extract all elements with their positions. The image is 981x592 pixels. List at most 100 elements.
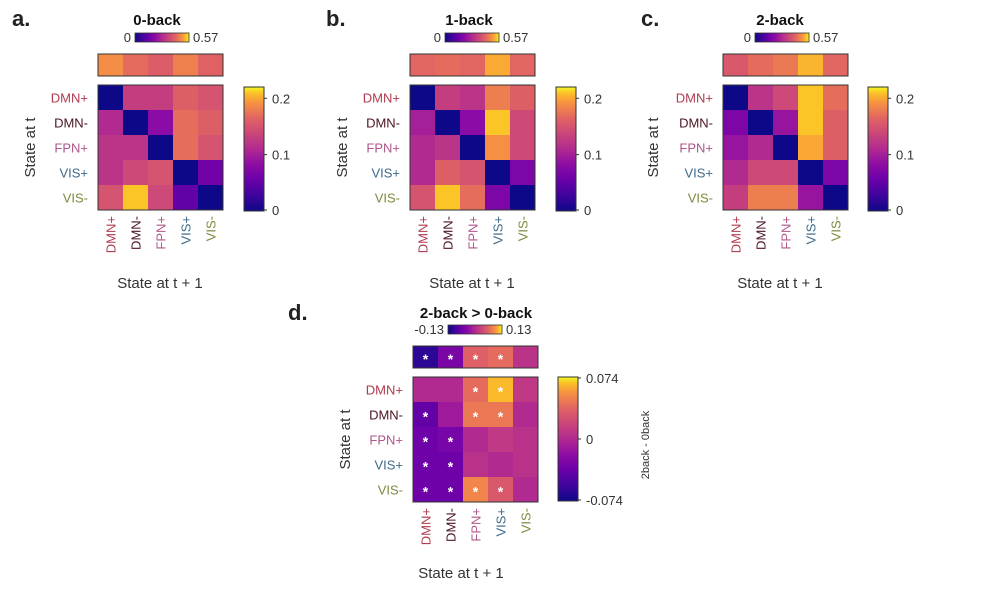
heatmap-cell <box>485 160 511 186</box>
row-label: DMN- <box>369 408 403 423</box>
top-bar-cell <box>488 346 513 368</box>
row-label: VIS- <box>378 483 403 498</box>
column-label: FPN+ <box>466 216 481 250</box>
x-axis-label: State at t + 1 <box>418 565 503 582</box>
heatmap-cell <box>798 110 824 136</box>
heatmap-cell <box>435 85 461 111</box>
panel-title: 2-back > 0-back <box>420 305 533 322</box>
column-label: DMN+ <box>416 216 431 253</box>
heatmap-cell <box>823 135 849 161</box>
column-label: DMN- <box>129 216 144 250</box>
heatmap-cell <box>463 452 489 478</box>
column-label: VIS+ <box>804 216 819 245</box>
panel-title: 0-back <box>133 12 181 29</box>
heatmap-cell <box>485 185 511 211</box>
heatmap-cell <box>410 85 436 111</box>
heatmap-cell <box>435 185 461 211</box>
top-bar-cell <box>513 346 538 368</box>
heatmap-cell <box>413 477 439 503</box>
heatmap-cell <box>748 85 774 111</box>
heatmap-cell <box>488 377 514 403</box>
column-label: FPN+ <box>469 508 484 542</box>
heatmap-cell <box>123 185 149 211</box>
top-bar-cell <box>723 54 748 76</box>
heatmap-cell <box>510 160 536 186</box>
panel-c: c. 2-back 0 0.57 DMN+ DMN- FPN+ VIS+ VIS- DMN+ D… <box>641 6 914 292</box>
heatmap-cell <box>438 377 464 403</box>
colorbar-tick-label: -0.074 <box>586 493 623 508</box>
top-bar-cell <box>460 54 485 76</box>
significance-marker: * <box>423 409 429 425</box>
top-bar-cell <box>485 54 510 76</box>
panel-title: 1-back <box>445 12 493 29</box>
heatmap-cell <box>485 85 511 111</box>
x-axis-label: State at t + 1 <box>429 275 514 292</box>
heatmap-cell <box>435 160 461 186</box>
colorbar-tick-label: 0.2 <box>272 91 290 106</box>
heatmap-cell <box>148 160 174 186</box>
colorbar <box>555 86 577 212</box>
significance-marker: * <box>423 351 429 367</box>
column-label: VIS- <box>516 216 531 241</box>
row-label: FPN+ <box>54 141 88 156</box>
column-label: VIS- <box>204 216 219 241</box>
y-axis-label: State at t <box>22 117 39 178</box>
heatmap-cell <box>823 160 849 186</box>
heatmap-cell <box>773 160 799 186</box>
top-bar-cell <box>148 54 173 76</box>
panel-label: b. <box>326 6 346 31</box>
heatmap-cell <box>463 427 489 453</box>
x-axis-label: State at t + 1 <box>117 275 202 292</box>
significance-marker: * <box>498 484 504 500</box>
column-label: DMN+ <box>729 216 744 253</box>
heatmap-cell <box>198 135 224 161</box>
heatmap-cell <box>485 110 511 136</box>
top-bar-frame <box>722 53 849 77</box>
heatmap-cell <box>798 135 824 161</box>
significance-marker: * <box>473 351 479 367</box>
panel-title: 2-back <box>756 12 804 29</box>
heatmap-cell <box>513 427 539 453</box>
row-label: DMN+ <box>366 383 403 398</box>
top-bar-cell <box>510 54 535 76</box>
row-label: VIS+ <box>371 166 400 181</box>
top-colorbar <box>444 32 500 43</box>
panel-label: d. <box>288 300 308 325</box>
heatmap-cell <box>460 110 486 136</box>
top-colorbar-min-label: 0 <box>434 30 441 45</box>
significance-marker: * <box>473 484 479 500</box>
significance-marker: * <box>448 351 454 367</box>
heatmap-cell <box>435 135 461 161</box>
heatmap-cell <box>748 110 774 136</box>
y-axis-label: State at t <box>645 117 662 178</box>
heatmap-cell <box>488 427 514 453</box>
heatmap-cell <box>823 85 849 111</box>
top-colorbar-min-label: -0.13 <box>414 322 444 337</box>
top-colorbar-max-label: 0.57 <box>503 30 528 45</box>
colorbar-tick-label: 0.2 <box>896 91 914 106</box>
heatmap-cell <box>438 402 464 428</box>
colorbar-tick-label: 0 <box>584 203 591 218</box>
heatmap-cell <box>123 160 149 186</box>
colorbar-tick-label: 0 <box>586 432 593 447</box>
top-colorbar-min-label: 0 <box>744 30 751 45</box>
colorbar <box>867 86 889 212</box>
heatmap-cell <box>198 185 224 211</box>
heatmap-cell <box>173 85 199 111</box>
significance-marker: * <box>423 484 429 500</box>
heatmap-cell <box>488 452 514 478</box>
heatmap-cell <box>723 160 749 186</box>
column-label: VIS+ <box>179 216 194 245</box>
panel-d: d. 2-back > 0-back 2back - 0back -0.13 0.… <box>288 300 652 582</box>
row-label: FPN+ <box>366 141 400 156</box>
heatmap-cell <box>148 85 174 111</box>
heatmap-cell <box>173 135 199 161</box>
column-label: FPN+ <box>779 216 794 250</box>
heatmap-cell <box>410 135 436 161</box>
top-bar-cell <box>823 54 848 76</box>
top-bar-cell <box>435 54 460 76</box>
panel-a: a. 0-back 0 0.57 DMN+ DMN- FPN+ VIS+ VIS- DMN+ D… <box>12 6 290 292</box>
top-bar-cell <box>798 54 823 76</box>
column-label: VIS+ <box>494 508 509 537</box>
row-label: VIS- <box>688 191 713 206</box>
